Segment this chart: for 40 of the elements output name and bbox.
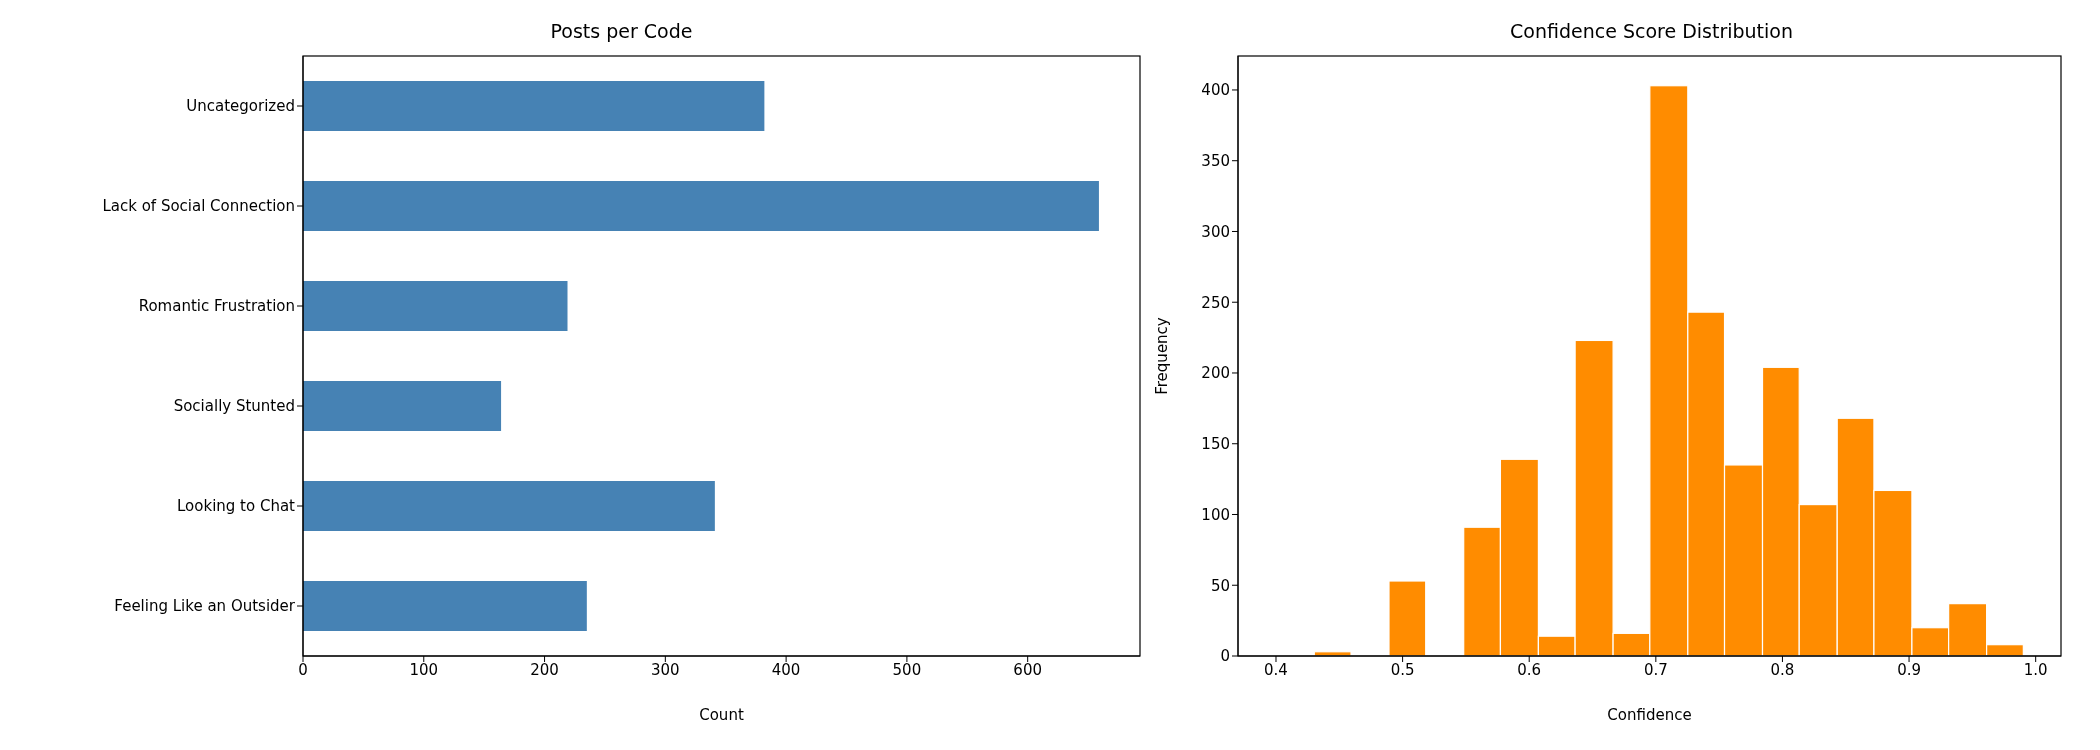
x-tick-label: 0 — [298, 660, 308, 679]
y-tick-label: 200 — [1201, 364, 1230, 383]
y-tick-label: 250 — [1201, 293, 1230, 312]
y-tick-label: 400 — [1201, 81, 1230, 100]
x-tick-label: 0.8 — [1770, 660, 1795, 679]
x-tick-label: 300 — [651, 660, 680, 679]
x-tick-label: 200 — [530, 660, 559, 679]
chart-title: Confidence Score Distribution — [1509, 20, 1794, 42]
x-tick-label: 100 — [409, 660, 439, 679]
y-tick-label: 50 — [1210, 576, 1230, 595]
bar — [303, 381, 502, 431]
x-tick-label: 500 — [892, 660, 922, 679]
x-axis-title: Confidence — [1607, 706, 1692, 724]
x-tick-label: 400 — [771, 660, 801, 679]
bar — [303, 581, 587, 631]
x-tick-label: 0.9 — [1897, 660, 1921, 679]
y-axis-title: Frequency — [1153, 317, 1172, 395]
x-tick-label: 600 — [1013, 660, 1042, 679]
bar — [303, 281, 568, 331]
y-tick-label: 350 — [1201, 152, 1230, 171]
x-tick-label: 0.4 — [1264, 660, 1288, 679]
y-tick-label: Feeling Like an Outsider — [114, 597, 296, 616]
x-axis-title: Count — [699, 706, 744, 724]
bar — [303, 481, 715, 531]
bar — [303, 81, 765, 131]
x-tick-label: 1.0 — [2023, 660, 2048, 679]
y-tick-label: Looking to Chat — [177, 497, 296, 516]
y-tick-label: Lack of Social Connection — [102, 197, 295, 216]
chart-title: Posts per Code — [549, 20, 694, 42]
y-tick-label: Socially Stunted — [173, 397, 295, 416]
y-tick-label: Uncategorized — [186, 97, 295, 116]
y-tick-label: Romantic Frustration — [138, 297, 295, 316]
x-tick-label: 0.5 — [1390, 660, 1415, 679]
y-tick-label: 150 — [1201, 435, 1230, 454]
x-tick-label: 0.6 — [1517, 660, 1542, 679]
y-tick-label: 100 — [1201, 505, 1230, 524]
y-tick-label: 300 — [1201, 222, 1230, 241]
bar — [303, 181, 1099, 231]
y-tick-label: 0 — [1220, 647, 1230, 666]
x-tick-label: 0.7 — [1643, 660, 1668, 679]
